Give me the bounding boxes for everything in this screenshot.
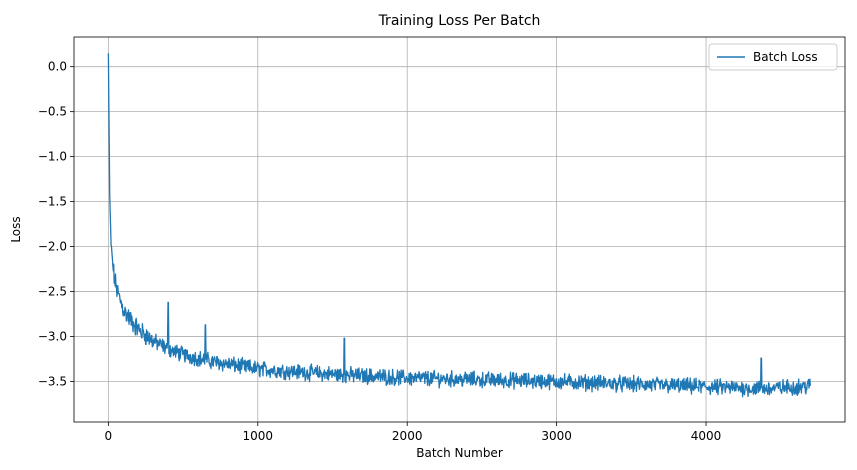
axes-frame xyxy=(73,36,846,423)
x-axis-label: Batch Number xyxy=(416,446,503,460)
y-tick-label: −3.0 xyxy=(38,330,67,344)
ticks: 0 1000 2000 3000 4000 0.0 −0.5 −1.0 −1.5 −2.0 −2.5… xyxy=(38,60,721,443)
x-tick-label: 0 xyxy=(105,429,113,443)
x-tick-label: 1000 xyxy=(243,429,274,443)
legend-label-batch-loss: Batch Loss xyxy=(753,50,818,64)
y-tick-label: −2.0 xyxy=(38,240,67,254)
x-tick-label: 2000 xyxy=(392,429,423,443)
legend: Batch Loss xyxy=(708,43,838,71)
y-axis-label: Loss xyxy=(9,216,23,242)
y-tick-label: −2.5 xyxy=(38,285,67,299)
y-tick-label: 0.0 xyxy=(48,60,67,74)
x-tick-label: 3000 xyxy=(541,429,572,443)
y-tick-label: −0.5 xyxy=(38,105,67,119)
y-tick-label: −1.5 xyxy=(38,195,67,209)
grid xyxy=(74,37,845,422)
plot-area xyxy=(107,53,811,398)
y-tick-label: −1.0 xyxy=(38,150,67,164)
series-line-batch-loss xyxy=(107,53,811,398)
x-tick-label: 4000 xyxy=(691,429,722,443)
legend-box xyxy=(708,43,838,71)
y-tick-label: −3.5 xyxy=(38,375,67,389)
chart-title: Training Loss Per Batch xyxy=(378,13,541,29)
